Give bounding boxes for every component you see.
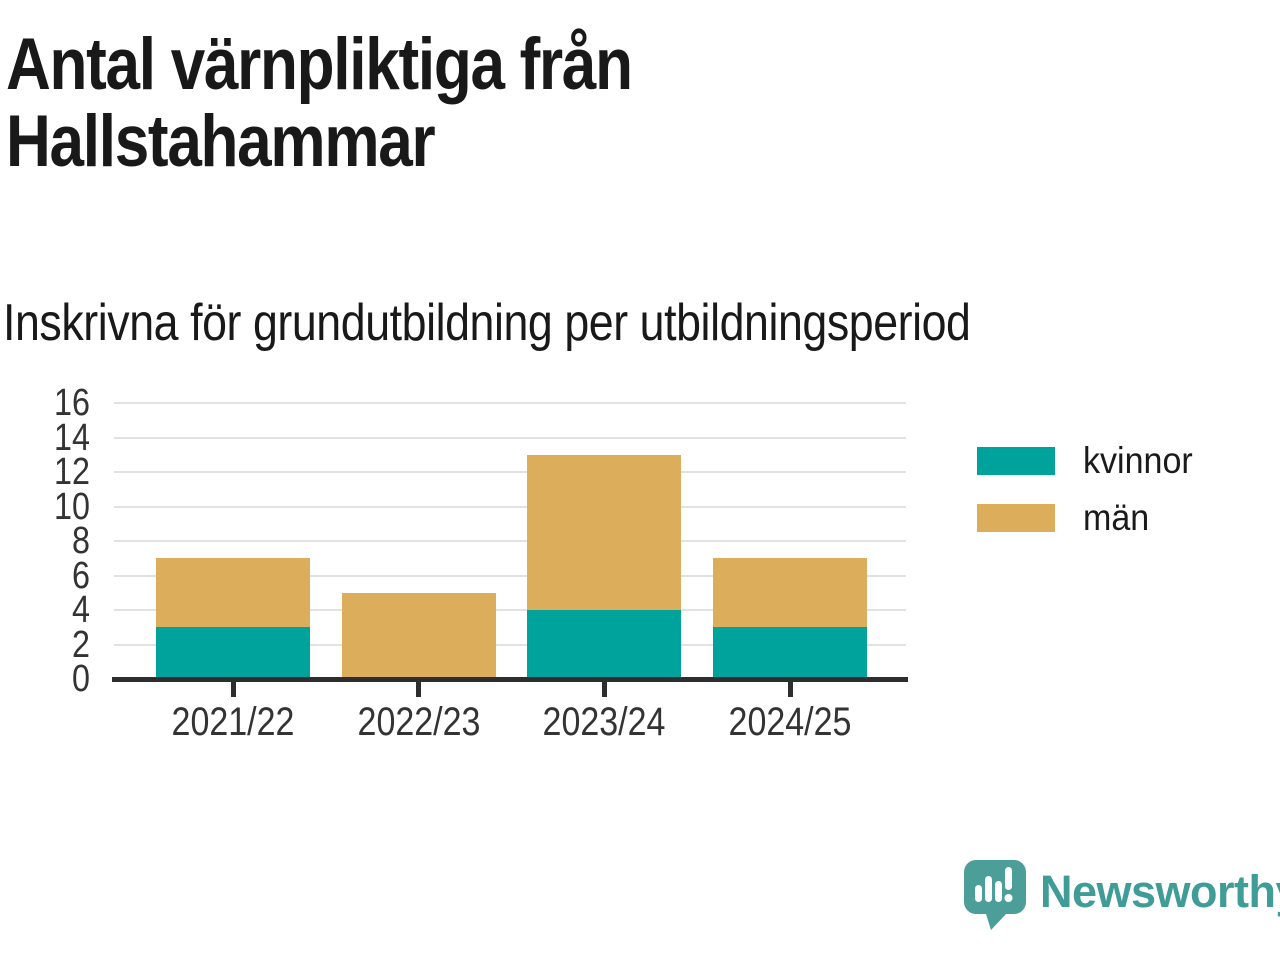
bar-segment-kvinnor-2023/24: [527, 610, 682, 679]
bar-segment-män-2022/23: [341, 592, 496, 679]
newsworthy-logo-icon: [964, 860, 1026, 930]
y-axis-label: 12: [54, 451, 90, 493]
gridline: [114, 471, 906, 473]
chart-subtitle: Inskrivna för grundutbildning per utbild…: [3, 294, 971, 352]
gridline: [114, 436, 906, 439]
x-axis-label: 2022/23: [357, 700, 481, 744]
bar-segment-kvinnor-2021/22: [156, 627, 310, 679]
gridline: [114, 402, 906, 404]
logo-bar-1: [975, 885, 982, 902]
bar-segment-män-2024/25: [713, 558, 867, 628]
legend-label-kvinnor: kvinnor: [1083, 440, 1193, 481]
gridline: [114, 609, 906, 611]
y-axis-label: 6: [72, 554, 90, 597]
y-axis-label: 8: [72, 520, 90, 562]
legend-item-man: män: [977, 497, 1155, 538]
y-axis-label: 16: [54, 382, 90, 424]
branding: Newsworthy: [964, 860, 1280, 932]
y-axis-label: 0: [72, 658, 90, 700]
bar-segment-män-2023/24: [527, 454, 682, 610]
x-axis-label: 2021/22: [171, 700, 295, 744]
bar-segment-män-2021/22: [156, 558, 310, 628]
legend-swatch-kvinnor: [977, 447, 1055, 475]
x-axis-line: [112, 677, 908, 682]
x-axis-tick: [416, 682, 422, 697]
bar-segment-kvinnor-2024/25: [713, 627, 867, 679]
x-axis-label: 2023/24: [542, 700, 666, 744]
logo-bar-3: [995, 881, 1002, 902]
y-axis-label: 10: [54, 485, 90, 528]
logo-exclamation-dot: [1004, 894, 1013, 902]
logo-bar-2: [985, 876, 992, 902]
gridline: [114, 643, 906, 646]
x-axis-label: 2024/25: [728, 700, 852, 744]
gridline: [114, 505, 906, 508]
gridline: [114, 540, 906, 542]
newsworthy-wordmark: Newsworthy: [1040, 866, 1280, 917]
y-axis-label: 2: [72, 623, 90, 666]
legend-item-kvinnor: kvinnor: [977, 440, 1202, 481]
legend-label-man: män: [1083, 497, 1150, 538]
x-axis-tick: [787, 682, 793, 697]
legend-swatch-man: [977, 504, 1055, 532]
y-axis-label: 14: [54, 416, 90, 459]
y-axis-label: 4: [72, 589, 90, 631]
logo-exclamation-bar: [1005, 867, 1012, 890]
x-axis-tick: [230, 682, 236, 697]
chart-title: Antal värnpliktiga från Hallstahammar: [6, 24, 633, 182]
gridline: [114, 574, 906, 577]
x-axis-tick: [601, 682, 607, 697]
